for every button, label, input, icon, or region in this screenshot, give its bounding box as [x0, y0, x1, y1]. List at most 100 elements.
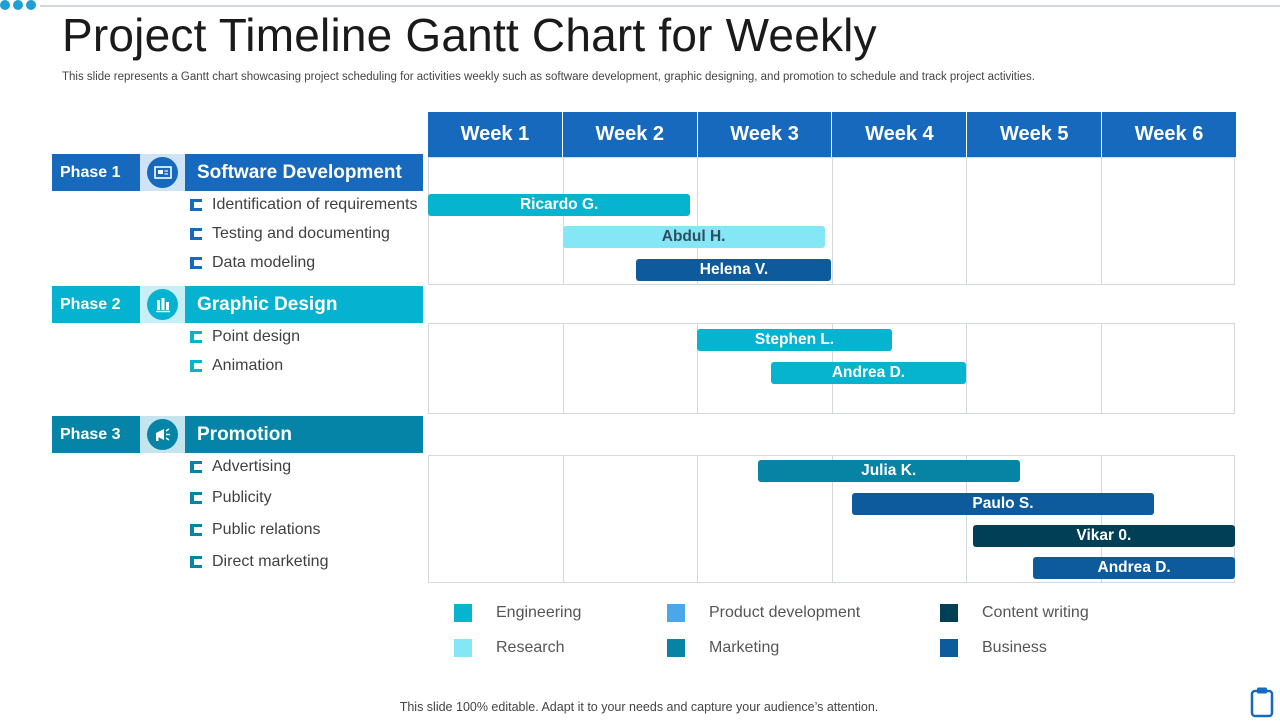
phase-name: Graphic Design [185, 286, 423, 323]
week-header-cell: Week 5 [966, 112, 1102, 157]
week-header-cell: Week 3 [696, 112, 832, 157]
design-tools-icon [147, 289, 178, 320]
bullet-icon [190, 524, 202, 536]
phase-label: Phase 1 [52, 154, 140, 191]
legend-swatch [454, 604, 472, 622]
task-item: Advertising [190, 458, 291, 476]
task-label: Animation [212, 357, 284, 374]
gantt-bar-label: Vikar 0. [1076, 527, 1132, 544]
grid-line [562, 158, 564, 284]
week-header-cell: Week 1 [428, 112, 562, 157]
footer-text: This slide 100% editable. Adapt it to yo… [399, 700, 879, 714]
bullet-icon [190, 331, 202, 343]
legend-swatch [454, 639, 472, 657]
grid-line [966, 158, 967, 284]
legend-swatch [667, 639, 685, 657]
top-divider [40, 5, 1280, 7]
gantt-bar-label: Helena V. [699, 261, 769, 278]
legend-item: Research [454, 639, 564, 657]
gantt-bar: Andrea D. [1033, 557, 1235, 579]
grid-line [1100, 158, 1102, 284]
task-label: Public relations [212, 521, 321, 538]
grid-line [831, 456, 833, 582]
week-header: Week 1 Week 2 Week 3 Week 4 Week 5 Week … [428, 112, 1236, 157]
dot [13, 0, 23, 10]
legend-label: Research [496, 639, 565, 656]
phase-label: Phase 3 [52, 416, 140, 453]
task-item: Animation [190, 357, 283, 375]
slide-dots-decoration [0, 0, 36, 10]
bullet-icon [190, 556, 202, 568]
gantt-bar-label: Abdul H. [661, 228, 726, 245]
gantt-bar: Helena V. [636, 259, 832, 281]
bullet-icon [190, 228, 202, 240]
grid-line [966, 324, 967, 413]
phase-label: Phase 2 [52, 286, 140, 323]
phase-header-2: Phase 2 Graphic Design [52, 286, 423, 323]
clipboard-icon[interactable] [1250, 686, 1274, 723]
legend-item: Marketing [667, 639, 779, 657]
phase-name: Software Development [185, 154, 423, 191]
task-item: Publicity [190, 489, 272, 507]
phase-header-1: Phase 1 Software Development [52, 154, 423, 191]
gantt-bar: Ricardo G. [428, 194, 691, 216]
phase3-grid [428, 455, 1235, 583]
phase1-grid [428, 157, 1235, 285]
slide-footer: This slide 100% editable. Adapt it to yo… [0, 700, 1280, 714]
legend-swatch [940, 604, 958, 622]
gantt-bar: Stephen L. [697, 329, 893, 351]
phase-icon-box [140, 286, 185, 323]
legend-item: Engineering [454, 604, 581, 622]
task-item: Public relations [190, 521, 321, 539]
task-item: Direct marketing [190, 553, 328, 571]
legend-item: Product development [667, 604, 860, 622]
gantt-bar: Andrea D. [770, 362, 966, 384]
task-label: Data modeling [212, 254, 316, 271]
gantt-bar: Julia K. [757, 460, 1020, 482]
bullet-icon [190, 257, 202, 269]
week-header-cell: Week 6 [1101, 112, 1236, 157]
bullet-icon [190, 360, 202, 372]
task-label: Identification of requirements [212, 196, 418, 213]
grid-line [562, 456, 564, 582]
legend-label: Business [982, 639, 1047, 656]
legend-label: Marketing [709, 639, 780, 656]
gantt-bar: Paulo S. [851, 493, 1155, 515]
gantt-bar-label: Ricardo G. [519, 196, 599, 213]
phase-icon-box [140, 416, 185, 453]
legend-item: Content writing [940, 604, 1089, 622]
gantt-bar-label: Andrea D. [831, 364, 906, 381]
legend-label: Engineering [496, 604, 582, 621]
gantt-bar: Abdul H. [562, 226, 825, 248]
dot [0, 0, 10, 10]
grid-line [1100, 456, 1102, 582]
slide-subtitle: This slide represents a Gantt chart show… [62, 71, 1035, 83]
phase-icon-box [140, 154, 185, 191]
grid-line [1100, 324, 1102, 413]
legend-swatch [940, 639, 958, 657]
gantt-bar-label: Andrea D. [1097, 559, 1171, 576]
grid-line [697, 456, 698, 582]
legend-swatch [667, 604, 685, 622]
task-label: Publicity [212, 489, 272, 506]
megaphone-icon [147, 419, 178, 450]
task-item: Data modeling [190, 254, 315, 272]
grid-line [831, 158, 833, 284]
grid-line [966, 456, 967, 582]
task-item: Identification of requirements [190, 196, 417, 214]
gantt-bar-label: Stephen L. [754, 331, 835, 348]
grid-line [562, 324, 564, 413]
gantt-bar: Vikar 0. [972, 525, 1235, 547]
phase-name: Promotion [185, 416, 423, 453]
gantt-bar-label: Paulo S. [972, 495, 1034, 512]
slide-title: Project Timeline Gantt Chart for Weekly [62, 9, 877, 61]
week-header-cell: Week 4 [831, 112, 967, 157]
dot [26, 0, 36, 10]
task-item: Testing and documenting [190, 225, 390, 243]
legend-label: Product development [709, 604, 861, 621]
week-header-cell: Week 2 [561, 112, 697, 157]
legend-item: Business [940, 639, 1047, 657]
task-label: Point design [212, 328, 301, 345]
grid-line [697, 158, 698, 284]
bullet-icon [190, 461, 202, 473]
